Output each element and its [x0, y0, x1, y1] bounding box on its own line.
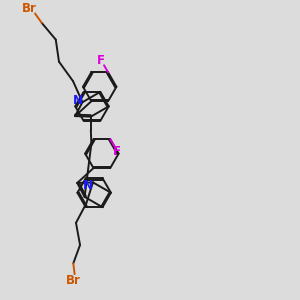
Text: Br: Br [66, 274, 81, 287]
Text: F: F [113, 145, 121, 158]
Text: N: N [73, 94, 82, 106]
Text: N: N [83, 179, 93, 192]
Text: Br: Br [22, 2, 37, 15]
Text: F: F [97, 54, 105, 67]
